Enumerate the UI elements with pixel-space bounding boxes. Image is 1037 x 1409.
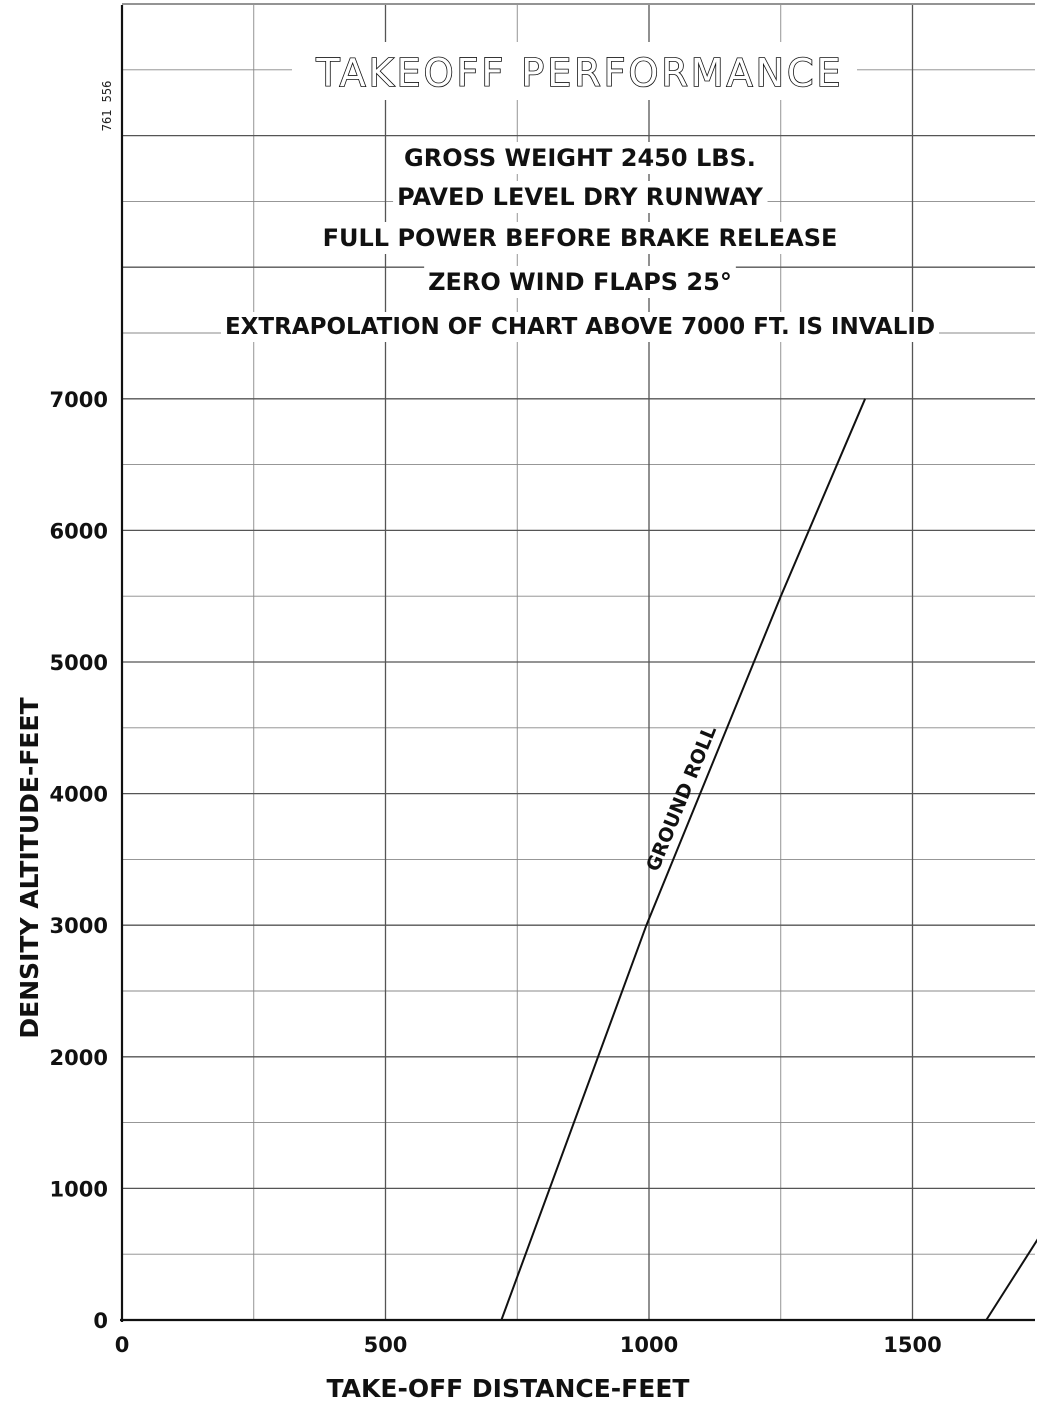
y-axis-label: DENSITY ALTITUDE-FEET [15,697,44,1038]
condition-line-2-bg [393,181,768,213]
chart-serial-number: 761 556 [100,81,114,132]
condition-line-5-bg [220,312,940,342]
condition-line-5: EXTRAPOLATION OF CHART ABOVE 7000 FT. IS… [225,314,935,340]
condition-line-4: ZERO WIND FLAPS 25° [428,268,732,296]
x-tick-label: 500 [364,1333,408,1357]
y-tick-label: 2000 [50,1046,108,1070]
conditions-block: GROSS WEIGHT 2450 LBS. PAVED LEVEL DRY RU… [220,142,940,342]
x-axis-label: TAKE-OFF DISTANCE-FEET [327,1374,690,1403]
condition-line-3-bg [318,222,842,254]
condition-line-4-bg [424,266,736,298]
y-tick-labels: 0 1000 2000 3000 4000 5000 6000 7000 [50,388,108,1333]
y-tick-label: 3000 [50,914,108,938]
x-tick-label: 0 [115,1333,130,1357]
condition-line-1-bg [400,142,760,174]
series-lines [500,398,1037,1321]
condition-line-1: GROSS WEIGHT 2450 LBS. [404,144,756,172]
y-tick-label: 6000 [50,519,108,543]
axes [120,5,1035,1322]
x-tick-labels: 050010001500200025003000 [115,1333,942,1357]
y-tick-label: 0 [93,1309,108,1333]
x-tick-label: 1000 [620,1333,678,1357]
y-tick-label: 1000 [50,1177,108,1201]
title-box: TAKEOFF PERFORMANCE [292,42,857,100]
condition-line-2: PAVED LEVEL DRY RUNWAY [397,183,763,211]
y-tick-label: 7000 [50,388,108,412]
x-tick-label: 1500 [883,1333,941,1357]
series-line-1 [500,398,867,1321]
chart-title: TAKEOFF PERFORMANCE [315,51,843,95]
y-tick-label: 4000 [50,783,108,807]
y-tick-label: 5000 [50,651,108,675]
condition-line-3: FULL POWER BEFORE BRAKE RELEASE [323,224,838,252]
